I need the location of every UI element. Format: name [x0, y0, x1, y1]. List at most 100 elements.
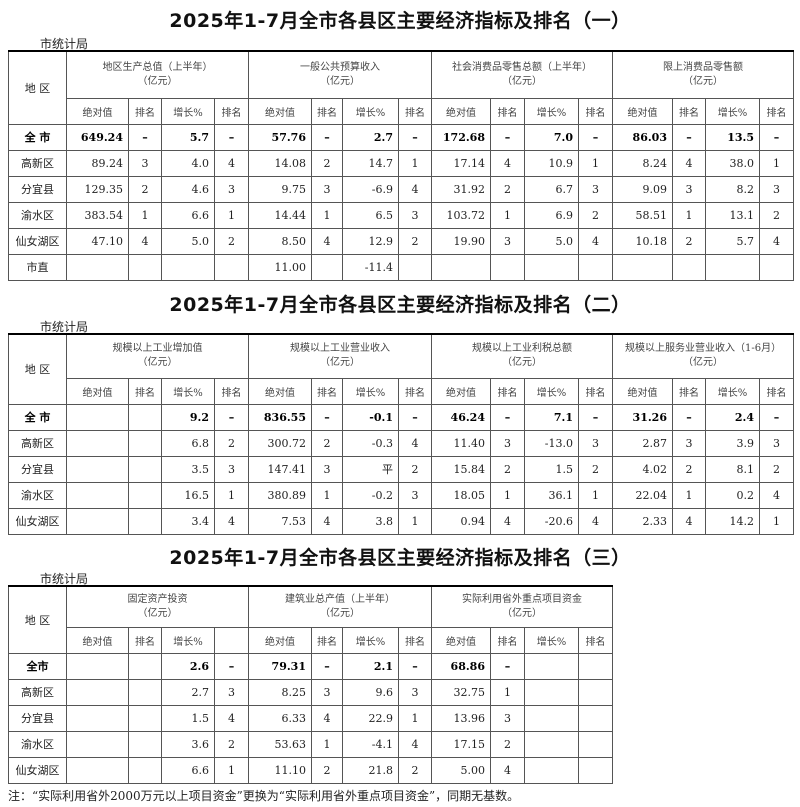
column-subheader: 排名	[672, 377, 706, 405]
table-row: 仙女湖区 47.10 4 5.0 2 8.50 4 12.9 2 19.90 3 5.0 4 10.18 2…	[8, 227, 794, 255]
value-cell	[524, 756, 579, 784]
indicator-group-header: 地区生产总值（上半年） （亿元）	[66, 50, 249, 99]
rank-cell: 4	[398, 175, 432, 203]
rank-cell	[128, 704, 162, 732]
rank-cell: 1	[758, 507, 795, 535]
column-subheader: 增长%	[161, 97, 215, 125]
rank-cell: 1	[578, 481, 613, 509]
column-subheader: 排名	[578, 377, 613, 405]
indicator-name: 固定资产投资	[127, 593, 188, 605]
rank-cell: 3	[759, 175, 794, 203]
rank-cell: –	[672, 403, 706, 431]
column-subheader: 绝对值	[431, 97, 491, 125]
value-cell	[524, 652, 579, 680]
region-cell: 全 市	[8, 123, 67, 151]
value-cell	[66, 756, 129, 784]
value-cell: 2.4	[705, 403, 760, 431]
subheader-row: 绝对值 排名 增长% 绝对值 排名 增长% 排名 绝对值 排名 增长% 排名	[9, 626, 613, 654]
column-subheader: 增长%	[705, 377, 760, 405]
value-cell: 10.18	[612, 227, 673, 255]
value-cell	[524, 253, 579, 281]
region-cell: 仙女湖区	[8, 227, 67, 255]
rank-cell: 1	[214, 201, 249, 229]
indicator-group-header: 固定资产投资 （亿元）	[66, 585, 249, 628]
value-cell: 8.50	[248, 227, 312, 255]
header-row: 地 区规模以上工业增加值 （亿元） 规模以上工业营业收入 （亿元） 规模以上工业利税总额…	[8, 333, 795, 405]
value-cell: 8.25	[248, 678, 312, 706]
value-cell: 89.24	[66, 149, 129, 177]
column-subheader: 绝对值	[431, 626, 491, 654]
rank-cell: 1	[672, 481, 706, 509]
value-cell: 9.6	[342, 678, 399, 706]
column-subheader: 排名	[398, 377, 432, 405]
value-cell: 3.9	[705, 429, 760, 457]
value-cell: 2.87	[612, 429, 673, 457]
column-subheader: 增长%	[342, 626, 399, 654]
rank-cell: –	[759, 123, 794, 151]
rank-cell: 3	[311, 175, 343, 203]
table-title: 2025年1-7月全市各县区主要经济指标及排名（二）	[169, 294, 631, 316]
rank-cell: –	[398, 123, 432, 151]
column-subheader: 增长%	[705, 97, 760, 125]
subheader-row: 绝对值 排名 增长% 排名 绝对值 排名 增长% 排名 绝对值 排名 增长% 排名 绝对值 排名 增长% 排名	[9, 97, 794, 125]
value-cell: 7.53	[248, 507, 312, 535]
value-cell: 9.75	[248, 175, 312, 203]
rank-cell: 3	[398, 201, 432, 229]
value-cell: 8.2	[705, 175, 760, 203]
rank-cell: 2	[311, 429, 343, 457]
rank-cell: 4	[214, 704, 249, 732]
rank-cell: 3	[490, 429, 525, 457]
value-cell: 2.33	[612, 507, 673, 535]
rank-cell: 4	[128, 227, 162, 255]
value-cell: -11.4	[342, 253, 399, 281]
rank-cell: 1	[490, 678, 525, 706]
rank-cell: 1	[311, 201, 343, 229]
rank-cell: 1	[490, 481, 525, 509]
indicator-name: 建筑业总产值（上半年）	[285, 593, 395, 605]
indicator-name: 一般公共预算收入	[300, 61, 380, 73]
rank-cell: 1	[214, 481, 249, 509]
indicator-unit: （亿元）	[683, 75, 723, 87]
rank-cell: –	[214, 123, 249, 151]
rank-cell: 3	[214, 678, 249, 706]
value-cell: 6.33	[248, 704, 312, 732]
column-subheader: 排名	[214, 97, 249, 125]
value-cell: 4.02	[612, 455, 673, 483]
rank-cell	[128, 481, 162, 509]
rank-cell: 1	[578, 149, 613, 177]
rank-cell: 1	[214, 756, 249, 784]
table-row: 高新区 89.24 3 4.0 4 14.08 2 14.7 1 17.14 4 10.9 1 8.24 4…	[8, 149, 794, 177]
value-cell: 3.6	[161, 730, 215, 758]
value-cell: 14.44	[248, 201, 312, 229]
indicator-unit: （亿元）	[320, 357, 360, 369]
rank-cell: 4	[578, 507, 613, 535]
value-cell: 2.6	[161, 652, 215, 680]
rank-cell: 3	[490, 704, 525, 732]
rank-cell: 2	[398, 756, 432, 784]
rank-cell: 2	[128, 175, 162, 203]
rank-cell: 2	[398, 227, 432, 255]
region-header: 地 区	[8, 333, 67, 405]
rank-cell: 4	[672, 507, 706, 535]
column-subheader: 增长%	[342, 377, 399, 405]
value-cell: 17.14	[431, 149, 491, 177]
region-header: 地 区	[8, 50, 67, 125]
table-row: 渝水区 383.54 1 6.6 1 14.44 1 6.5 3 103.72 1 6.9 2 58.51…	[8, 201, 794, 229]
column-subheader: 排名	[672, 97, 706, 125]
rank-cell: 4	[490, 507, 525, 535]
rank-cell	[490, 253, 525, 281]
region-cell: 分宜县	[8, 455, 67, 483]
rank-cell	[128, 429, 162, 457]
rank-cell: –	[578, 123, 613, 151]
value-cell: 4.0	[161, 149, 215, 177]
value-cell	[66, 507, 129, 535]
rank-cell: 4	[578, 227, 613, 255]
rank-cell: –	[490, 403, 525, 431]
value-cell: 22.9	[342, 704, 399, 732]
value-cell: 3.4	[161, 507, 215, 535]
value-cell	[66, 253, 129, 281]
value-cell: 129.35	[66, 175, 129, 203]
rank-cell: 1	[490, 201, 525, 229]
rank-cell: –	[398, 403, 432, 431]
value-cell: 4.6	[161, 175, 215, 203]
